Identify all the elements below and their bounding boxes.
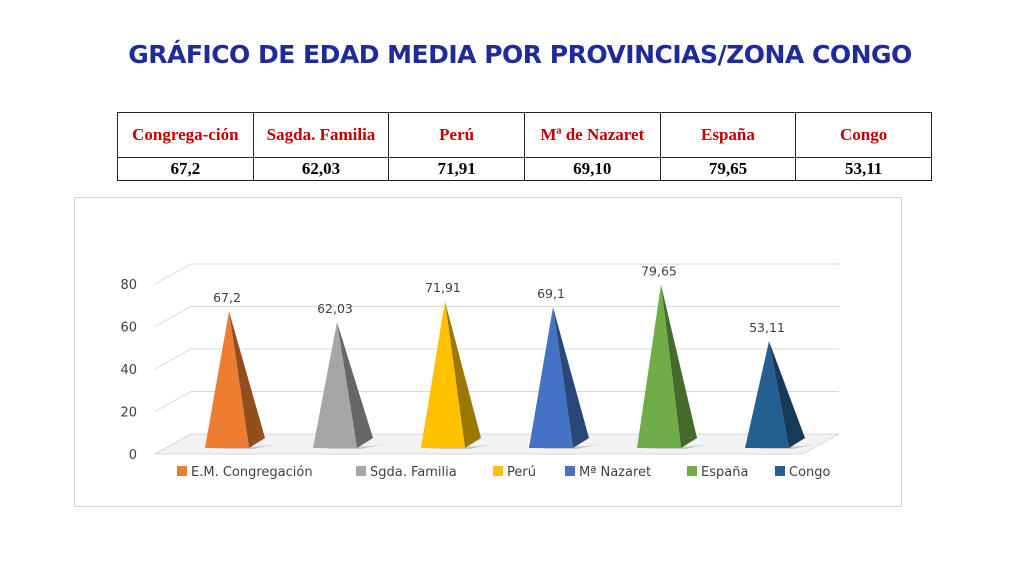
table-cell: 71,91 [388, 157, 525, 181]
table-row: 67,2 62,03 71,91 69,10 79,65 53,11 [117, 157, 932, 181]
bar-side [769, 341, 805, 448]
table-header-cell: España [659, 112, 797, 158]
data-label: 71,91 [425, 280, 461, 295]
table-header-cell: Congrega-ción [117, 112, 254, 158]
y-tick-label: 60 [120, 321, 137, 336]
legend-label: E.M. Congregación [191, 465, 313, 480]
table-cell: 67,2 [117, 157, 254, 181]
legend-swatch [687, 466, 697, 476]
legend-label: Congo [789, 465, 831, 480]
bar-side [445, 301, 481, 448]
page-title: GRÁFICO DE EDAD MEDIA POR PROVINCIAS/ZON… [128, 40, 912, 69]
bar-side [337, 322, 373, 448]
bar-side [661, 284, 697, 448]
legend-swatch [356, 466, 366, 476]
chart-svg: 0 20 40 60 80 67,2 62,03 71,91 69,1 79,65 53,11 E.M… [120, 263, 841, 480]
gridline [154, 433, 839, 455]
bar-side [229, 311, 265, 448]
table-cell: 53,11 [795, 157, 932, 181]
legend-swatch [493, 466, 503, 476]
gridline [154, 306, 839, 327]
y-tick-label: 0 [129, 448, 137, 463]
data-label: 62,03 [317, 301, 353, 316]
bar [529, 307, 573, 448]
table-header-cell: Mª de Nazaret [523, 112, 661, 158]
table-header-row: Congrega-ción Sagda. Familia Perú Mª de … [117, 112, 932, 158]
bar [745, 341, 789, 448]
gridline [154, 391, 839, 412]
y-tick-label: 40 [120, 363, 137, 378]
y-tick-label: 80 [120, 278, 137, 293]
table-header-cell: Perú [388, 112, 525, 158]
legend-label: Sgda. Familia [370, 465, 457, 480]
table-cell: 69,10 [523, 157, 661, 181]
gridline [154, 348, 839, 370]
bar [421, 301, 465, 448]
data-label: 67,2 [213, 290, 241, 305]
table-cell: 79,65 [659, 157, 797, 181]
bar [637, 284, 681, 448]
chart-area: 0 20 40 60 80 67,2 62,03 71,91 69,1 79,65 53,11 E.M… [74, 197, 902, 507]
summary-table: Congrega-ción Sagda. Familia Perú Mª de … [117, 112, 932, 181]
legend-swatch [565, 466, 575, 476]
legend-label: España [701, 465, 748, 480]
legend-label: Mª Nazaret [579, 465, 651, 480]
data-label: 53,11 [749, 320, 785, 335]
data-label: 79,65 [641, 264, 677, 279]
bar-side [553, 307, 589, 448]
legend-label: Perú [507, 465, 536, 480]
legend-swatch [177, 466, 187, 476]
table-cell: 62,03 [252, 157, 390, 181]
y-tick-label: 20 [120, 406, 137, 421]
legend-swatch [775, 466, 785, 476]
bar [205, 311, 249, 448]
table-header-cell: Congo [795, 112, 932, 158]
table-header-cell: Sagda. Familia [252, 112, 390, 158]
data-label: 69,1 [537, 286, 565, 301]
gridline [154, 263, 839, 285]
bar [313, 322, 357, 448]
